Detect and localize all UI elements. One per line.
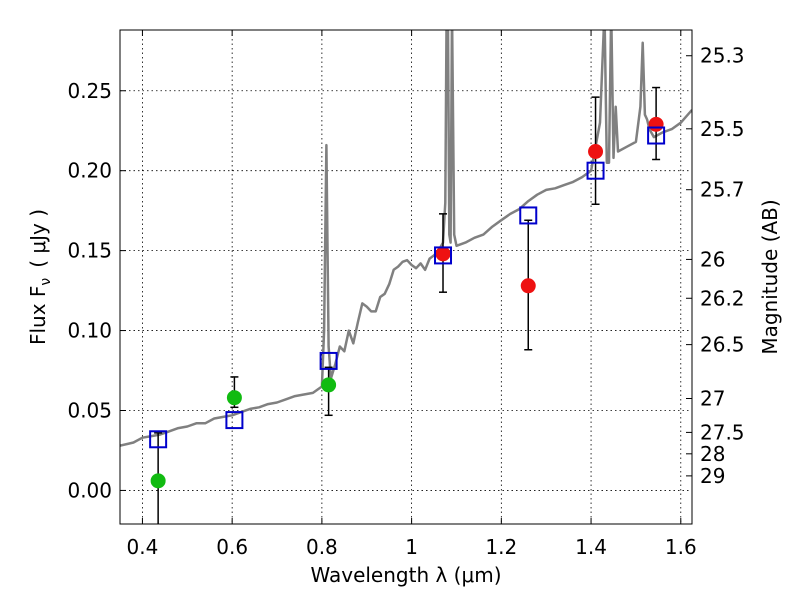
y-tick-label: 0.05 — [67, 398, 112, 422]
y-right-tick-label: 25.7 — [700, 178, 745, 202]
model-point-square — [647, 126, 666, 145]
y-right-tick-label: 27 — [700, 387, 725, 411]
y-axis-label-unit: ( μJy ) — [26, 209, 50, 268]
y-right-tick-label: 29 — [700, 464, 725, 488]
model-point-square — [149, 430, 168, 449]
y-right-tick-label: 25.5 — [700, 117, 745, 141]
y-right-tick-label: 26.2 — [700, 286, 745, 310]
y-right-tick-label: 26 — [700, 247, 725, 271]
template-spectrum-line — [120, 30, 692, 447]
model-point-square — [519, 206, 538, 225]
plot-frame — [119, 29, 693, 525]
x-tick-label: 1.2 — [485, 535, 517, 559]
y-tick-label: 0.25 — [67, 79, 112, 103]
model-point-square — [586, 161, 605, 180]
x-tick-label: 1.6 — [665, 535, 697, 559]
model-point-square — [225, 411, 244, 430]
x-axis-label: Wavelength λ (μm) — [310, 563, 501, 587]
y-axis-right-label: Magnitude (AB) — [758, 199, 782, 354]
y-right-tick-label: 25.3 — [700, 44, 745, 68]
observed-point-red — [520, 278, 536, 294]
x-tick-label: 0.4 — [127, 535, 159, 559]
observed-point-green — [150, 473, 166, 489]
observed-point-red — [435, 246, 451, 262]
axis-ticks: 0.4 0.6 0.8 1 1.2 1.4 1.6 0.00 0.05 0.10 0.15 0.20 0… — [67, 30, 745, 559]
y-tick-label: 0.10 — [67, 319, 112, 343]
observed-point-red — [588, 144, 604, 160]
y-tick-label: 0.20 — [67, 159, 112, 183]
model-point-square — [434, 246, 453, 265]
y-axis-label-main: Flux F — [26, 286, 50, 345]
observed-point-green — [226, 390, 242, 406]
data-points — [149, 116, 666, 489]
x-tick-label: 0.6 — [216, 535, 248, 559]
y-tick-label: 0.00 — [67, 478, 112, 502]
y-axis-label-subscript: ν — [38, 278, 54, 286]
model-point-square — [319, 351, 338, 370]
y-right-tick-label: 28 — [700, 442, 725, 466]
observed-point-green — [321, 377, 337, 393]
grid — [120, 30, 692, 524]
y-axis-label: Flux Fν ( μJy ) — [26, 209, 54, 345]
y-right-tick-label: 27.5 — [700, 420, 745, 444]
y-tick-label: 0.15 — [67, 239, 112, 263]
x-tick-label: 1.4 — [575, 535, 607, 559]
x-tick-label: 1 — [405, 535, 418, 559]
template-spectrum — [120, 30, 692, 447]
y-right-tick-label: 26.5 — [700, 333, 745, 357]
x-tick-label: 0.8 — [306, 535, 338, 559]
observed-point-red — [648, 116, 664, 132]
